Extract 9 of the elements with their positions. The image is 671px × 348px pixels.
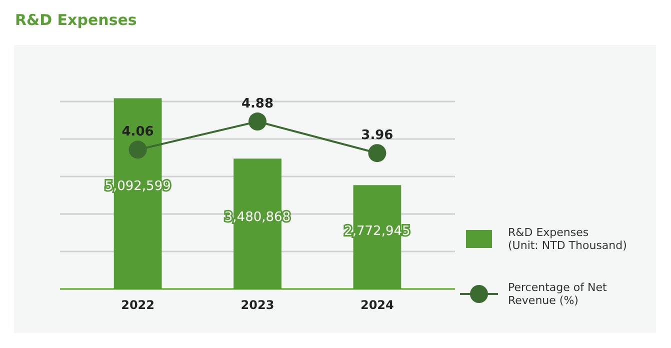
x-tick-label: 2023 — [240, 298, 274, 312]
data-label: 4.88 — [241, 96, 274, 112]
x-tick-label: 2022 — [121, 298, 155, 312]
x-tick-label: 2024 — [360, 298, 394, 312]
chart-title: R&D Expenses — [15, 11, 137, 29]
legend-label: R&D Expenses (Unit: NTD Thousand) — [508, 226, 627, 252]
legend-label: Percentage of Net Revenue (%) — [508, 281, 608, 307]
data-label: 4.06 — [122, 124, 154, 140]
data-label: 3.96 — [361, 128, 394, 144]
